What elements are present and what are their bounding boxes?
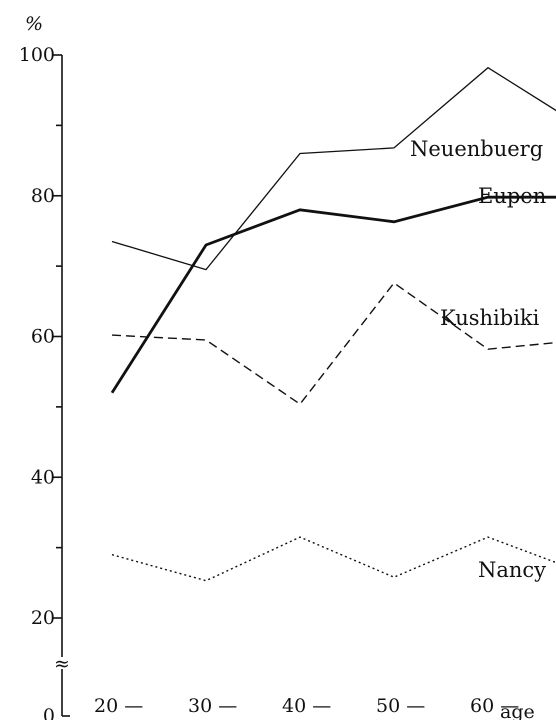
y-tick-label: 60 <box>31 326 55 348</box>
series-line-eupen <box>110 195 556 394</box>
series-line-kushibiki <box>111 282 556 406</box>
series-line-nancy <box>111 536 556 582</box>
y-tick-label: 80 <box>31 185 55 207</box>
y-axis-title: % <box>25 13 43 35</box>
series-label-nancy: Nancy <box>478 558 546 582</box>
x-tick-label: 60 — <box>470 695 519 717</box>
series-label-eupen: Eupen <box>478 184 546 208</box>
y-tick-label: 0 <box>43 705 55 720</box>
series-label-kushibiki: Kushibiki <box>440 306 540 330</box>
x-tick-label: 30 — <box>188 695 237 717</box>
y-tick-label: 20 <box>31 607 55 629</box>
y-axis-break: ≈ <box>54 653 70 675</box>
series-label-neuenbuerg: Neuenbuerg <box>410 137 543 161</box>
x-tick-label: 40 — <box>282 695 331 717</box>
series-group <box>110 66 556 582</box>
y-tick-label: 100 <box>19 44 55 66</box>
x-tick-label: 20 — <box>94 695 143 717</box>
x-tick-label: 50 — <box>376 695 425 717</box>
series-line-neuenbuerg <box>111 66 556 271</box>
labels-group: Neuenbuerg Eupen Kushibiki Nancy <box>410 137 546 582</box>
x-axis-title: age <box>500 701 535 720</box>
y-tick-label: 40 <box>31 466 55 488</box>
